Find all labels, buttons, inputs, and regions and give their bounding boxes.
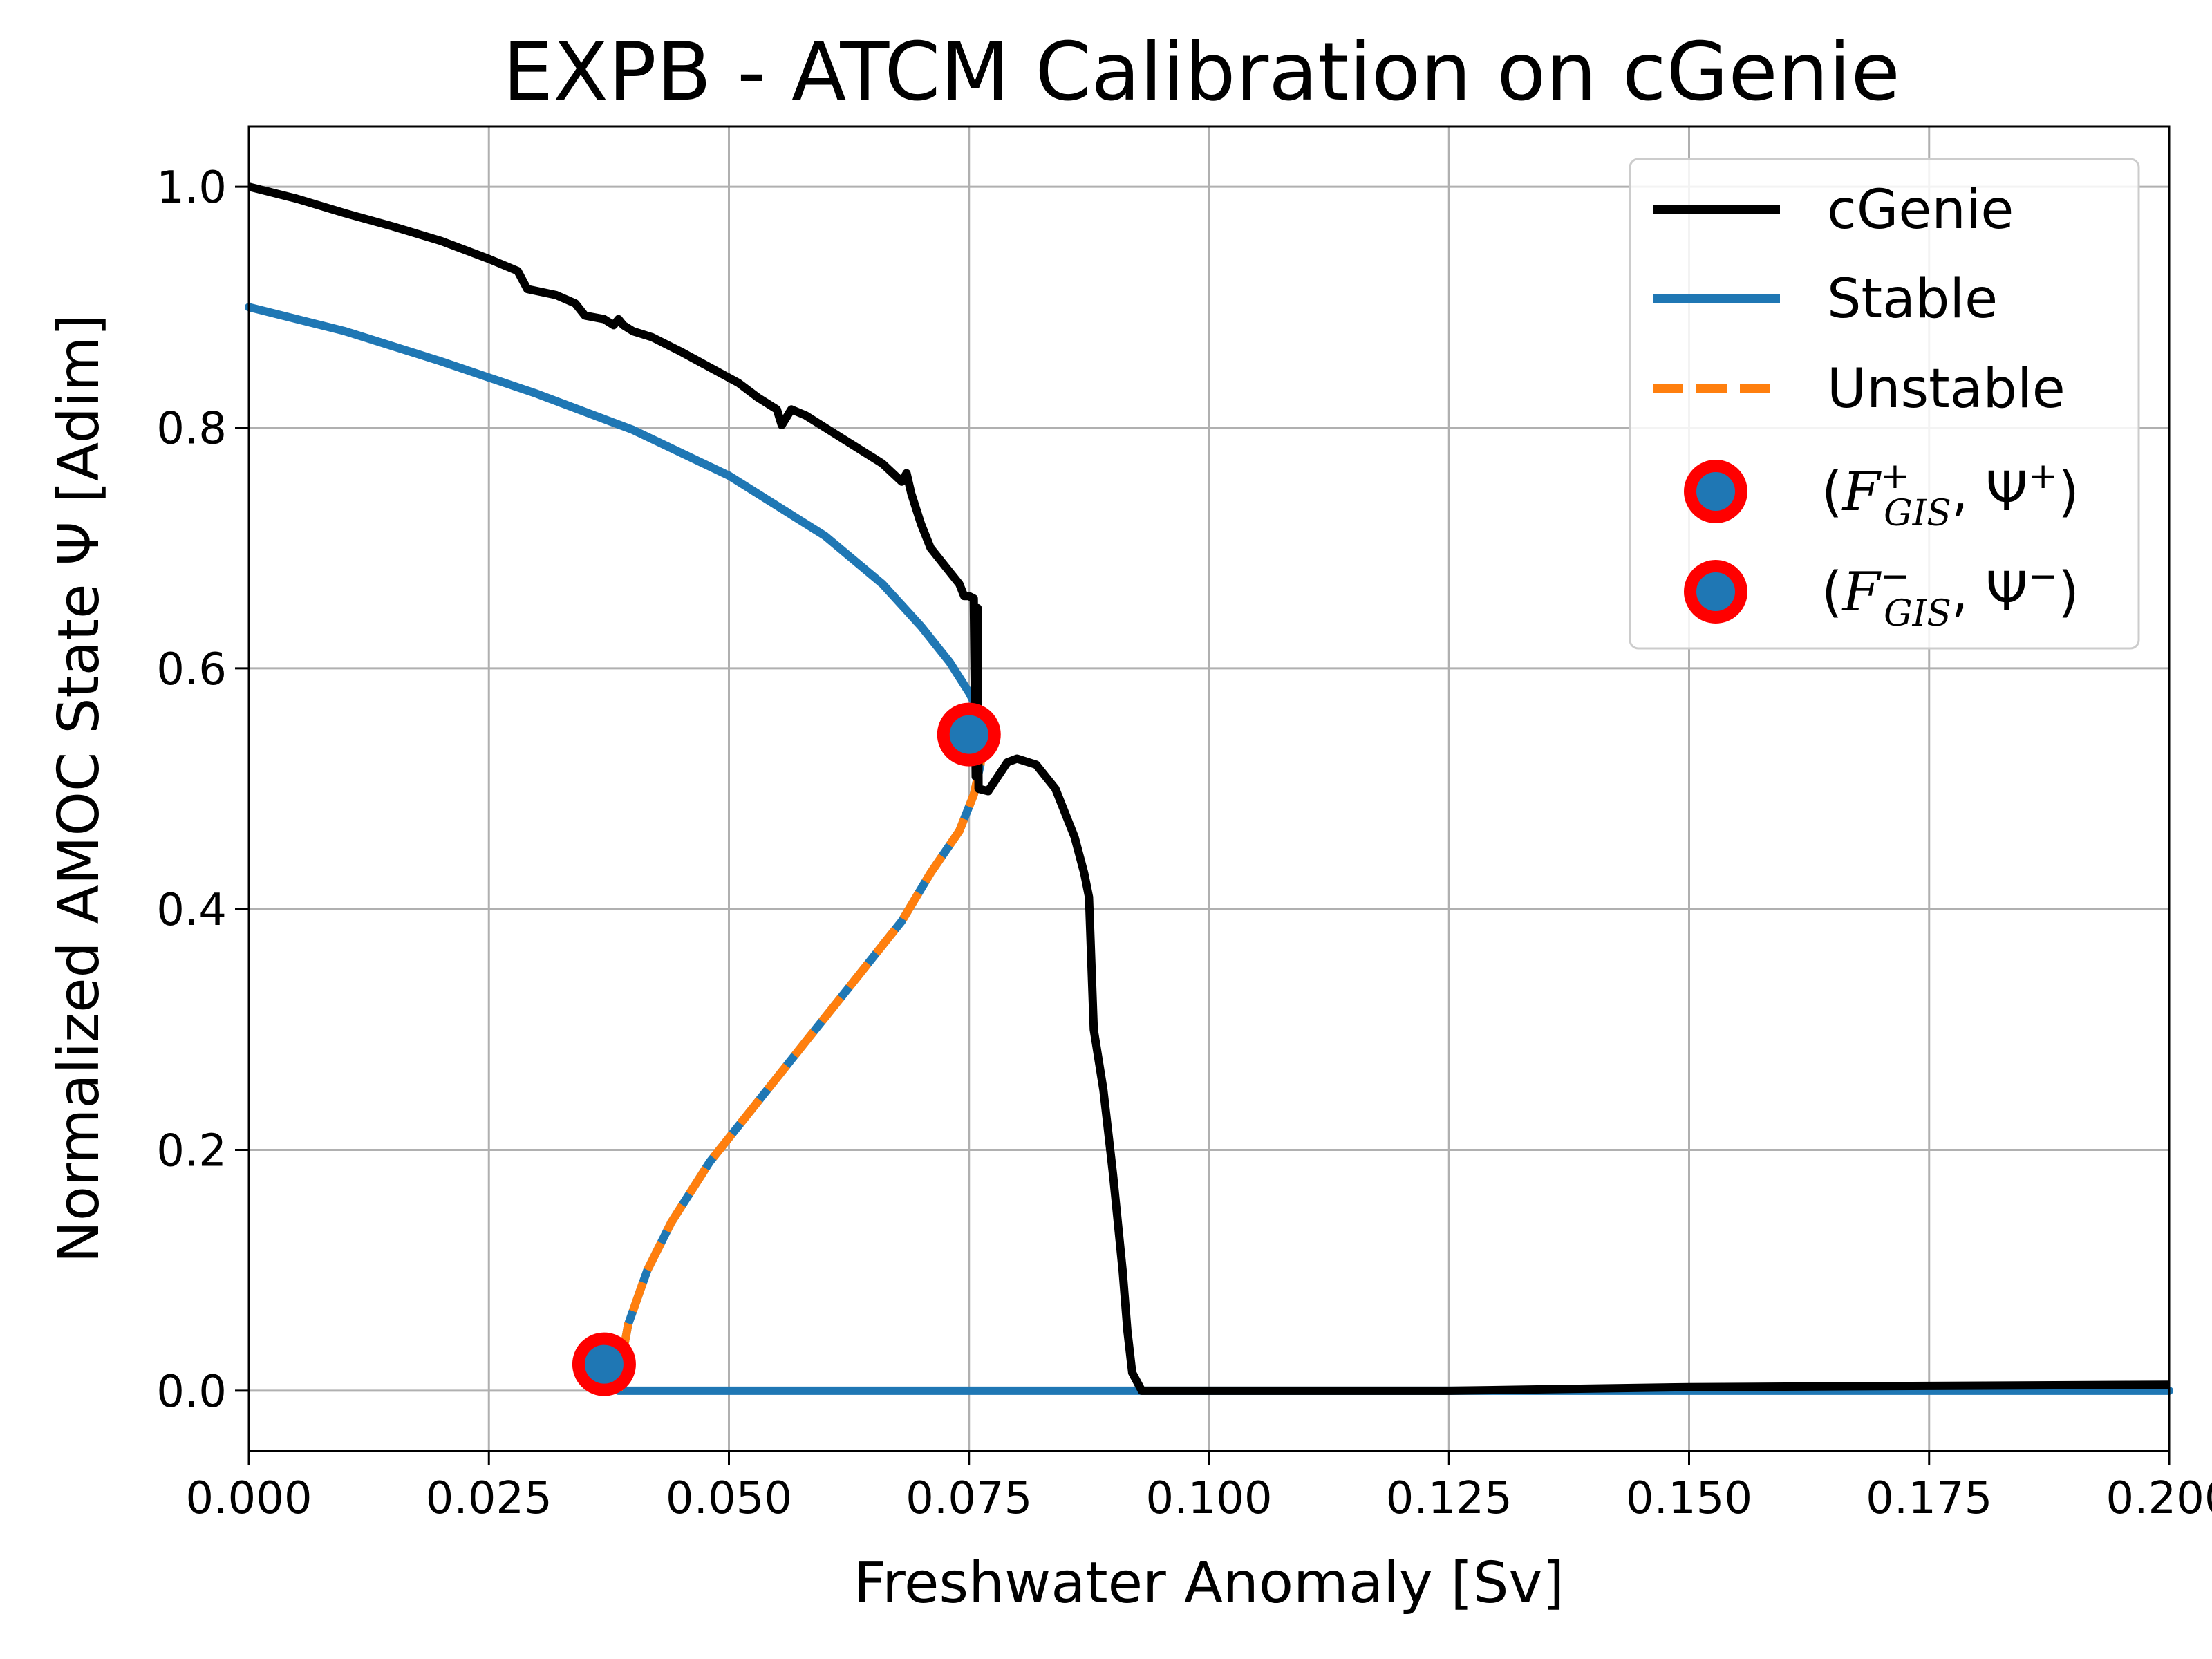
- y-tick-label: 0.2: [156, 1126, 227, 1177]
- axis-ticks: 0.000 0.025 0.050 0.075 0.100 0.125 0.150 0.175…: [156, 162, 2212, 1524]
- unstable-branch-underlay: [614, 734, 988, 1391]
- chart-title: EXPB - ATCM Calibration on cGenie: [503, 26, 1900, 119]
- x-tick-label: 0.100: [1145, 1473, 1272, 1524]
- upper-fold-marker: [937, 702, 1001, 767]
- legend-label-cgenie: cGenie: [1827, 179, 2014, 241]
- legend-label-unstable: Unstable: [1827, 358, 2065, 420]
- y-tick-label: 1.0: [156, 162, 227, 214]
- x-tick-label: 0.200: [2106, 1473, 2212, 1524]
- x-tick-label: 0.150: [1626, 1473, 1752, 1524]
- x-tick-label: 0.075: [906, 1473, 1032, 1524]
- cgenie-line: [247, 182, 2170, 1395]
- x-tick-label: 0.000: [185, 1473, 312, 1524]
- y-tick-label: 0.4: [156, 885, 227, 936]
- y-tick-label: 0.0: [156, 1367, 227, 1418]
- legend-label-stable: Stable: [1827, 268, 1998, 330]
- x-axis-label: Freshwater Anomaly [Sv]: [854, 1550, 1564, 1616]
- lower-fold-marker: [572, 1332, 636, 1396]
- legend-marker-upper: [1684, 460, 1747, 523]
- stable-branch-line: [245, 303, 988, 739]
- series-layer: [245, 182, 2173, 1395]
- y-axis-label: Normalized AMOC State Ψ [Adim]: [46, 315, 112, 1264]
- y-tick-label: 0.8: [156, 403, 227, 454]
- y-tick-label: 0.6: [156, 644, 227, 695]
- unstable-branch-line: [614, 734, 988, 1391]
- legend-marker-lower: [1684, 560, 1747, 624]
- legend-box: [1629, 158, 2140, 650]
- x-tick-label: 0.025: [426, 1473, 552, 1524]
- x-tick-label: 0.050: [666, 1473, 792, 1524]
- x-tick-label: 0.125: [1386, 1473, 1512, 1524]
- x-tick-label: 0.175: [1866, 1473, 1992, 1524]
- legend: cGenie Stable Unstable (F+ GIS, Ψ+) (F− GI…: [1629, 158, 2140, 650]
- marker-layer: [572, 702, 1001, 1396]
